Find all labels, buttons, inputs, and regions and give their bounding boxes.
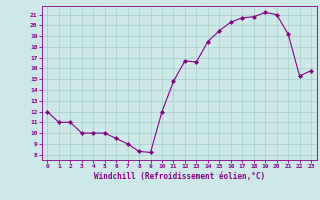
- X-axis label: Windchill (Refroidissement éolien,°C): Windchill (Refroidissement éolien,°C): [94, 172, 265, 181]
